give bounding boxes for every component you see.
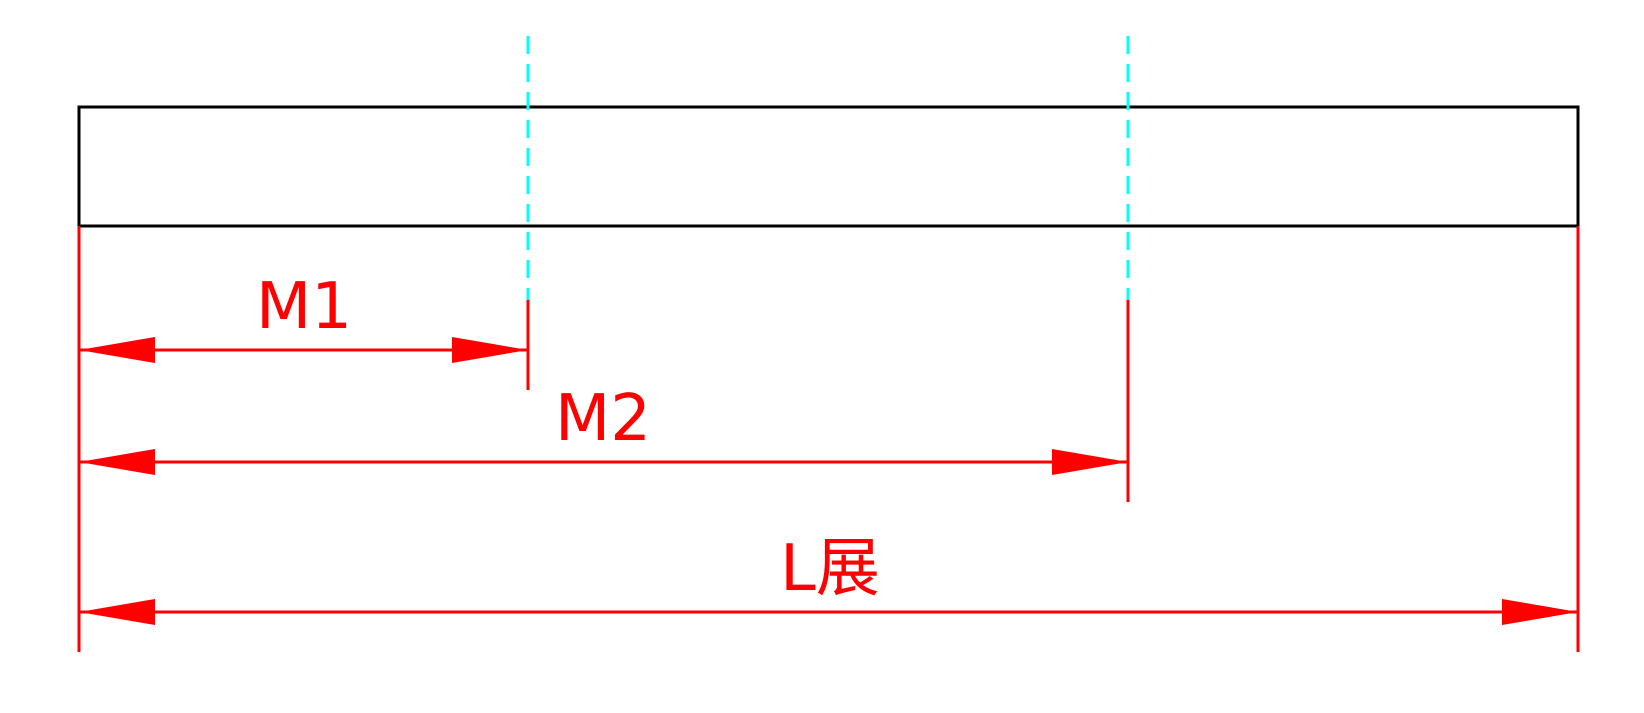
dimension-label-m1: M1: [256, 270, 352, 344]
dimension-label-m2: M2: [555, 382, 651, 456]
arrowhead-m1-left: [79, 337, 155, 363]
dimension-m1: M1: [79, 270, 528, 363]
arrowhead-m2-left: [79, 449, 155, 475]
dimension-label-l-total: L展: [780, 532, 880, 606]
dimension-l-total: L展: [79, 532, 1578, 625]
dimension-m2: M2: [79, 382, 1128, 475]
arrowhead-l-total-left: [79, 599, 155, 625]
arrowhead-m1-right: [452, 337, 528, 363]
arrowhead-l-total-right: [1502, 599, 1578, 625]
arrowhead-m2-right: [1052, 449, 1128, 475]
strip-outline: [77, 105, 1580, 228]
